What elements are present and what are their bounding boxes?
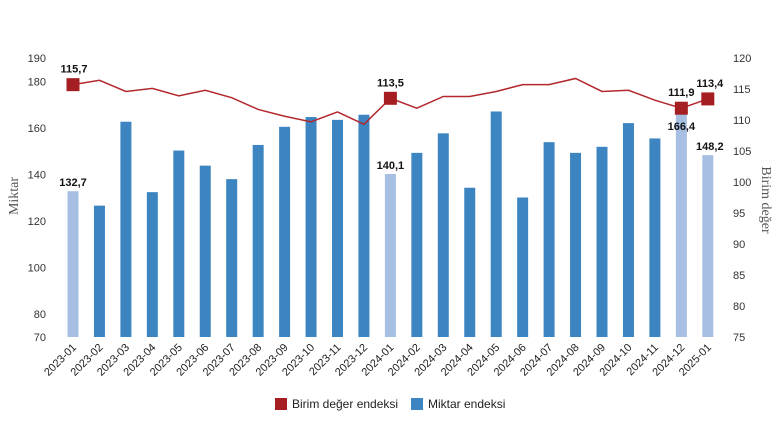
x-tick-labels: 2023-012023-022023-032023-042023-052023-… bbox=[42, 342, 714, 379]
left-axis-title: Miktar bbox=[7, 177, 22, 215]
bar-2023-03 bbox=[120, 121, 132, 337]
data-label: 113,4 bbox=[696, 78, 724, 90]
marker-2025-01 bbox=[701, 92, 715, 106]
legend-label-quantity: Miktar endeksi bbox=[428, 397, 505, 411]
bar-2024-08 bbox=[570, 152, 582, 337]
right-tick-label: 85 bbox=[733, 270, 745, 282]
legend: Birim değer endeksi Miktar endeksi bbox=[275, 397, 505, 411]
marker-2023-01 bbox=[66, 78, 80, 92]
left-tick-label: 160 bbox=[28, 123, 46, 135]
bar-2023-04 bbox=[146, 192, 158, 337]
right-tick-label: 75 bbox=[733, 332, 745, 344]
data-label: 115,7 bbox=[61, 64, 88, 76]
bar-2024-05 bbox=[490, 111, 502, 337]
bar-2024-11 bbox=[649, 138, 661, 337]
bar-2024-12 bbox=[675, 112, 687, 338]
bar-2023-12 bbox=[358, 114, 370, 337]
bar-2025-01 bbox=[702, 155, 714, 337]
left-tick-label: 100 bbox=[28, 262, 46, 274]
bar-2023-09 bbox=[279, 126, 291, 337]
bar-2023-10 bbox=[305, 117, 317, 338]
bar-2024-03 bbox=[437, 133, 449, 337]
left-tick-label: 190 bbox=[28, 53, 46, 65]
line-markers bbox=[66, 78, 715, 115]
right-tick-label: 90 bbox=[733, 239, 745, 251]
data-labels: 115,7 132,7 113,5 140,1 111,9 166,4 113,4 148,2 bbox=[59, 64, 724, 190]
data-label: 111,9 bbox=[668, 87, 694, 99]
legend-marker-quantity bbox=[411, 398, 423, 410]
bar-2024-04 bbox=[464, 187, 476, 337]
left-tick-label: 120 bbox=[28, 216, 46, 228]
bar-2023-06 bbox=[199, 165, 211, 337]
bar-2023-01 bbox=[67, 191, 79, 337]
left-tick-label: 180 bbox=[28, 76, 46, 88]
right-tick-label: 100 bbox=[733, 177, 751, 189]
right-axis: 75 80 85 90 95 100 105 110 115 120 bbox=[733, 53, 751, 344]
left-tick-label: 70 bbox=[34, 332, 46, 344]
data-label: 113,5 bbox=[377, 77, 404, 89]
bar-2024-10 bbox=[622, 123, 634, 337]
bar-2024-07 bbox=[543, 142, 555, 337]
bar-2024-02 bbox=[411, 152, 423, 337]
data-label: 140,1 bbox=[377, 160, 405, 172]
left-tick-label: 80 bbox=[34, 309, 46, 321]
bar-2023-11 bbox=[332, 119, 343, 337]
bar-2023-02 bbox=[93, 205, 105, 337]
bar-2024-09 bbox=[596, 146, 608, 337]
bar-2023-07 bbox=[226, 179, 238, 337]
right-tick-label: 115 bbox=[733, 84, 751, 96]
data-label: 148,2 bbox=[696, 141, 724, 153]
marker-2024-01 bbox=[383, 91, 397, 105]
right-tick-label: 120 bbox=[733, 53, 751, 65]
right-tick-label: 80 bbox=[733, 301, 745, 313]
right-tick-label: 110 bbox=[733, 115, 751, 127]
bar-2024-01 bbox=[384, 174, 396, 337]
bars bbox=[67, 111, 714, 338]
data-label: 166,4 bbox=[668, 121, 696, 133]
legend-label-unit-value: Birim değer endeksi bbox=[292, 397, 398, 411]
left-axis: 70 80 100 120 140 160 180 190 bbox=[28, 53, 46, 344]
data-label: 132,7 bbox=[59, 177, 87, 189]
legend-marker-unit-value bbox=[275, 398, 287, 410]
right-tick-label: 105 bbox=[733, 146, 751, 158]
right-axis-title: Birim değer bbox=[758, 166, 773, 234]
left-tick-label: 140 bbox=[28, 169, 46, 181]
bar-2023-08 bbox=[252, 144, 264, 337]
right-tick-label: 95 bbox=[733, 208, 745, 220]
bar-2024-06 bbox=[517, 197, 529, 337]
marker-2024-12 bbox=[674, 101, 688, 115]
bar-2023-05 bbox=[173, 150, 185, 337]
